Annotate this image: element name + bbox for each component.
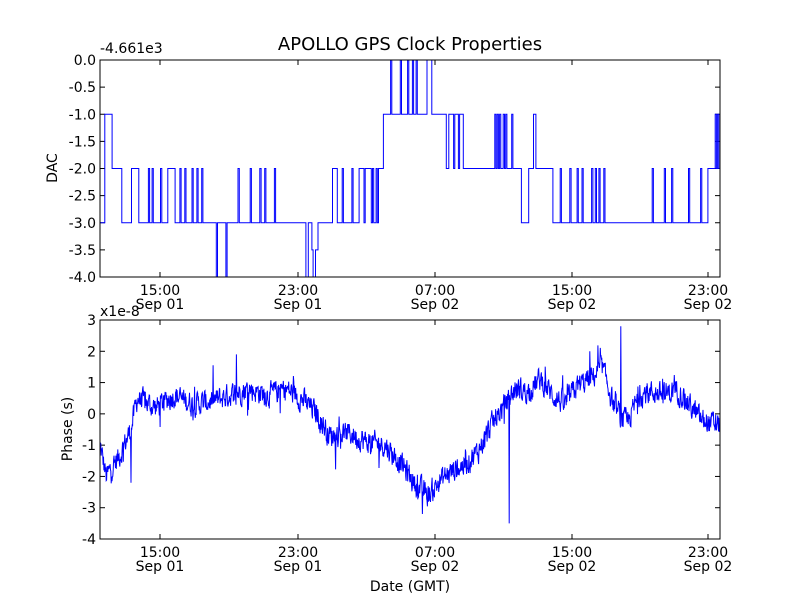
xtick-time-label: 15:00 (552, 545, 592, 561)
xtick-date-label: Sep 02 (411, 297, 460, 313)
dac-offset-label: -4.661e3 (100, 41, 163, 57)
dac-ylabel: DAC (45, 153, 61, 183)
xtick-date-label: Sep 02 (684, 297, 733, 313)
dac-axes-frame (99, 59, 721, 278)
xtick-time-label: 23:00 (278, 283, 318, 299)
ytick-label: -4 (82, 532, 96, 548)
ytick-label: -1 (82, 438, 96, 454)
xtick-date-label: Sep 02 (548, 559, 597, 575)
xtick-date-label: Sep 02 (684, 559, 733, 575)
xtick-time-label: 23:00 (688, 283, 728, 299)
ytick-label: 0 (87, 407, 96, 423)
ytick-label: -2 (82, 469, 96, 485)
phase-offset-label: x1e-8 (100, 304, 140, 320)
xtick-time-label: 23:00 (688, 545, 728, 561)
ytick-label: -1.0 (69, 107, 96, 123)
ytick-label: 1 (87, 376, 96, 392)
chart-title: APOLLO GPS Clock Properties (278, 34, 542, 55)
phase-xlabel: Date (GMT) (370, 579, 450, 595)
ytick-label: -3.0 (69, 216, 96, 232)
dac-series (100, 59, 720, 278)
ytick-label: -0.5 (69, 80, 96, 96)
ytick-label: -2.0 (69, 162, 96, 178)
xtick-time-label: 07:00 (415, 545, 455, 561)
phase-axes-frame (99, 319, 721, 540)
xtick-time-label: 15:00 (140, 283, 180, 299)
ytick-label: -3 (82, 501, 96, 517)
xtick-date-label: Sep 01 (136, 297, 185, 313)
xtick-time-label: 23:00 (278, 545, 318, 561)
phase-series (99, 326, 721, 524)
phase-line (99, 326, 721, 524)
ytick-label: -4.0 (69, 270, 96, 286)
xtick-date-label: Sep 02 (411, 559, 460, 575)
dac-ticks: 0.0 -0.5 -1.0 -1.5 -2.0 -2.5 -3.0 -3.5 -4.0 15:00… (69, 53, 733, 313)
ytick-label: -3.5 (69, 243, 96, 259)
ytick-label: -2.5 (69, 189, 96, 205)
ytick-label: 0.0 (74, 53, 96, 69)
xtick-date-label: Sep 01 (274, 297, 323, 313)
xtick-date-label: Sep 01 (136, 559, 185, 575)
xtick-date-label: Sep 02 (548, 297, 597, 313)
ytick-label: -1.5 (69, 134, 96, 150)
phase-ylabel: Phase (s) (60, 397, 76, 461)
ytick-label: 2 (87, 344, 96, 360)
xtick-time-label: 15:00 (140, 545, 180, 561)
xtick-time-label: 15:00 (552, 283, 592, 299)
xtick-date-label: Sep 01 (274, 559, 323, 575)
ytick-label: 3 (87, 313, 96, 329)
xtick-time-label: 07:00 (415, 283, 455, 299)
dac-step-line (100, 59, 720, 278)
